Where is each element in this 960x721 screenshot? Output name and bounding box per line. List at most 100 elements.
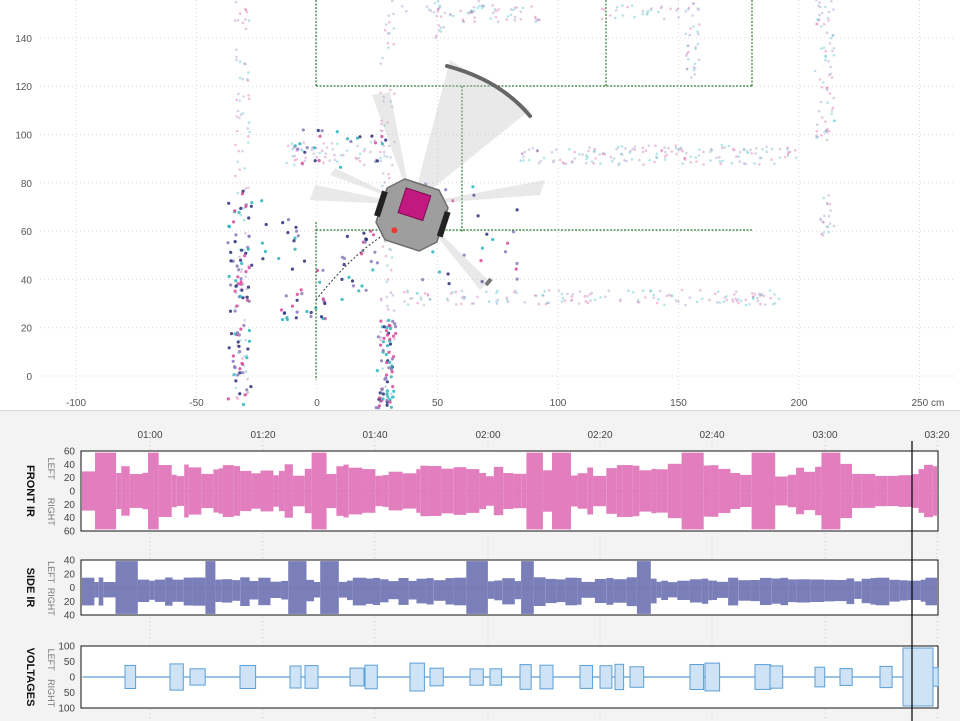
- scan-point: [385, 280, 389, 284]
- scan-point: [380, 134, 384, 139]
- scan-point: [263, 249, 267, 254]
- scan-point: [823, 131, 826, 134]
- scan-point: [480, 4, 484, 7]
- scan-point: [238, 60, 242, 63]
- scan-point: [406, 289, 409, 292]
- scan-point: [439, 26, 443, 30]
- scan-point: [437, 7, 441, 10]
- scan-point: [509, 8, 513, 11]
- scan-point: [247, 234, 251, 238]
- scan-point: [293, 144, 297, 148]
- waveform-segment: [221, 579, 233, 603]
- waveform-segment: [918, 469, 924, 513]
- scan-point: [480, 6, 484, 10]
- scan-point: [697, 8, 700, 11]
- scan-point: [244, 8, 248, 12]
- scan-point: [245, 356, 249, 360]
- scan-point: [369, 140, 373, 144]
- scan-point: [462, 297, 466, 301]
- scan-point: [589, 299, 592, 303]
- scan-point: [723, 146, 727, 149]
- scan-point: [697, 32, 700, 36]
- scan-point: [546, 301, 549, 305]
- timeline-canvas[interactable]: 01:00 01:20 01:40 02:00 02:20 02:40 03:00 03:20…: [0, 411, 960, 721]
- scan-point: [364, 237, 368, 241]
- scan-point: [239, 282, 243, 286]
- waveform-segment: [594, 579, 607, 603]
- scan-point: [241, 189, 245, 193]
- scan-point: [229, 250, 233, 254]
- scan-point: [638, 158, 641, 162]
- scan-point: [290, 304, 295, 308]
- scan-point: [537, 161, 541, 165]
- track-front-ir[interactable]: FRONT IR LEFT RIGHT 60 40 20 0 20 40 60: [24, 447, 939, 538]
- timeline-panel[interactable]: 01:00 01:20 01:40 02:00 02:20 02:40 03:00 03:20…: [0, 410, 960, 721]
- scan-point: [829, 36, 833, 40]
- scan-point: [244, 251, 248, 255]
- scan-point: [829, 72, 832, 76]
- scan-point: [487, 300, 491, 303]
- map-panel[interactable]: 140 120 100 80 60 40 20 0 -100 -50 0 50 100 150 200 250…: [0, 0, 960, 410]
- waveform-segment: [338, 581, 347, 598]
- waveform-segment: [632, 465, 640, 517]
- scan-point: [380, 119, 384, 122]
- scan-point: [675, 9, 678, 12]
- map-grid: [40, 0, 955, 398]
- scan-point: [686, 44, 689, 48]
- robot[interactable]: [368, 173, 456, 256]
- scan-point: [377, 404, 381, 408]
- scan-point: [321, 297, 325, 301]
- scan-point: [387, 318, 391, 322]
- scan-point: [815, 22, 819, 26]
- waveform-segment: [176, 579, 184, 602]
- scan-point: [234, 284, 238, 288]
- scan-point: [663, 17, 666, 21]
- scan-point: [240, 248, 244, 252]
- scan-point: [721, 159, 724, 163]
- scan-point: [410, 297, 414, 300]
- scan-point: [494, 9, 498, 13]
- waveform-segment: [408, 580, 417, 600]
- scan-point: [749, 148, 752, 152]
- scan-point: [381, 367, 384, 370]
- scan-point: [522, 155, 525, 159]
- scan-point: [731, 298, 734, 301]
- robot-body-group[interactable]: [368, 173, 456, 256]
- scan-point: [385, 326, 389, 330]
- scan-point: [744, 298, 748, 302]
- scan-point: [588, 293, 592, 296]
- scan-point: [511, 230, 516, 234]
- scan-point: [384, 329, 388, 333]
- scan-point: [750, 152, 753, 155]
- x-tick-label: 200: [791, 398, 808, 409]
- waveform-segment: [796, 467, 805, 515]
- scan-point: [537, 18, 540, 21]
- scan-point: [822, 231, 825, 234]
- scan-point: [388, 337, 392, 341]
- scan-point: [244, 270, 248, 274]
- scan-point: [238, 76, 242, 80]
- scan-point: [765, 145, 768, 149]
- scan-point: [752, 296, 755, 299]
- scan-point: [322, 161, 325, 164]
- scan-point: [702, 163, 705, 166]
- scan-point: [382, 325, 386, 329]
- scan-point: [295, 298, 299, 302]
- scan-point: [527, 158, 531, 162]
- scan-point: [243, 254, 247, 258]
- scan-point: [231, 354, 235, 358]
- scan-point: [675, 152, 678, 156]
- scan-point: [732, 293, 736, 296]
- waveform-segment: [667, 463, 682, 519]
- scan-point: [593, 147, 597, 151]
- scan-point: [375, 369, 379, 373]
- scan-point: [244, 18, 247, 21]
- scan-point: [373, 160, 377, 163]
- track-side-ir[interactable]: SIDE IR LEFT RIGHT 40 20 0 20 40: [24, 556, 939, 622]
- scan-point: [389, 156, 392, 159]
- waveform-segment: [656, 469, 668, 513]
- waveform-segment: [907, 580, 921, 600]
